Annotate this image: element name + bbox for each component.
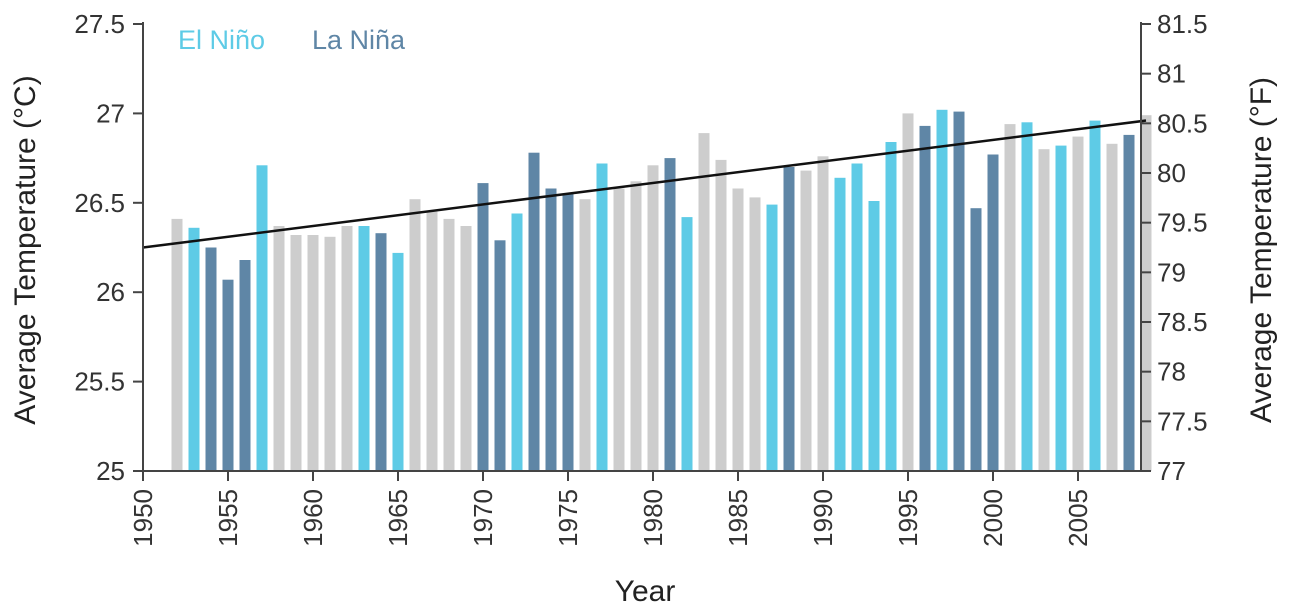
bar-1959 — [290, 235, 302, 471]
x-tick-label: 1980 — [638, 489, 668, 547]
bar-1973 — [528, 152, 540, 471]
bar-2007 — [1106, 143, 1118, 472]
bar-1976 — [579, 199, 591, 471]
x-tick-label: 1965 — [383, 489, 413, 547]
bar-1954 — [205, 247, 217, 471]
bar-2009 — [1140, 115, 1152, 471]
bar-1983 — [698, 133, 710, 471]
bar-1994 — [885, 142, 897, 471]
bar-1993 — [868, 201, 880, 471]
x-tick-label: 1960 — [298, 489, 328, 547]
bar-1985 — [732, 188, 744, 471]
bar-1975 — [562, 193, 574, 471]
axes-group — [133, 22, 1151, 481]
bar-1956 — [239, 260, 251, 471]
bar-1963 — [358, 226, 370, 471]
y-tick-label-left: 27 — [96, 98, 125, 128]
y-tick-label-left: 26 — [96, 277, 125, 307]
bar-1988 — [783, 167, 795, 471]
bar-1972 — [511, 213, 523, 471]
bar-1974 — [545, 188, 557, 471]
bar-2005 — [1072, 136, 1084, 471]
bar-1980 — [647, 165, 659, 472]
y-tick-label-left: 25.5 — [74, 367, 125, 397]
x-tick-label: 1950 — [128, 489, 158, 547]
bar-1979 — [630, 181, 642, 472]
bar-1999 — [970, 208, 982, 471]
bar-1957 — [256, 165, 268, 472]
y-tick-label-right: 78 — [1157, 357, 1186, 387]
bar-2006 — [1089, 120, 1101, 471]
y-tick-label-right: 80 — [1157, 158, 1186, 188]
y-tick-label-right: 79 — [1157, 257, 1186, 287]
bar-1964 — [375, 233, 387, 471]
x-tick-label: 1990 — [808, 489, 838, 547]
bar-1977 — [596, 163, 608, 471]
bar-1991 — [834, 177, 846, 472]
bar-2002 — [1021, 122, 1033, 472]
tick-labels-group: 25 25.5 26 26.5 27 27.5 77 77.5 78 78.5 79 79.5 80 80… — [74, 9, 1207, 547]
bar-1978 — [613, 188, 625, 471]
y-tick-label-right: 79.5 — [1157, 208, 1208, 238]
bar-2008 — [1123, 134, 1135, 471]
bars-group — [171, 109, 1152, 472]
x-tick-label: 1995 — [893, 489, 923, 547]
y-tick-label-right: 77.5 — [1157, 406, 1208, 436]
bar-2001 — [1004, 124, 1016, 471]
bar-1984 — [715, 159, 727, 471]
bar-1987 — [766, 204, 778, 471]
bar-2000 — [987, 154, 999, 471]
bar-1971 — [494, 240, 506, 471]
bar-1955 — [222, 279, 234, 471]
legend-la-nina: La Niña — [312, 25, 406, 55]
x-tick-label: 1985 — [723, 489, 753, 547]
x-tick-label: 1975 — [553, 489, 583, 547]
legend-el-nino: El Niño — [178, 25, 265, 55]
bar-1970 — [477, 183, 489, 471]
bar-1968 — [443, 218, 455, 471]
y-axis-title-left: Average Temperature (°C) — [9, 75, 42, 424]
y-tick-label-right: 78.5 — [1157, 307, 1208, 337]
x-axis-title: Year — [615, 575, 676, 608]
bar-1961 — [324, 236, 336, 471]
bar-1958 — [273, 226, 285, 471]
bar-1962 — [341, 226, 353, 471]
bar-1967 — [426, 211, 438, 471]
bar-1981 — [664, 158, 676, 471]
bar-1966 — [409, 199, 421, 471]
bar-1982 — [681, 217, 693, 471]
y-tick-label-right: 81 — [1157, 59, 1186, 89]
y-tick-label-right: 77 — [1157, 456, 1186, 486]
bar-1965 — [392, 252, 404, 471]
bar-1953 — [188, 227, 200, 471]
bar-2003 — [1038, 149, 1050, 471]
bar-1960 — [307, 235, 319, 471]
bar-1992 — [851, 163, 863, 471]
y-tick-label-left: 27.5 — [74, 9, 125, 39]
x-tick-label: 1970 — [468, 489, 498, 547]
x-tick-label: 2005 — [1063, 489, 1093, 547]
bar-1969 — [460, 226, 472, 471]
y-axis-title-right: Average Temperature (°F) — [1245, 77, 1278, 423]
y-tick-label-left: 26.5 — [74, 188, 125, 218]
bar-1998 — [953, 111, 965, 471]
y-tick-label-right: 80.5 — [1157, 108, 1208, 138]
bar-1990 — [817, 156, 829, 472]
x-tick-label: 2000 — [978, 489, 1008, 547]
bar-1995 — [902, 113, 914, 472]
bar-2004 — [1055, 145, 1067, 471]
y-tick-label-right: 81.5 — [1157, 9, 1208, 39]
x-tick-label: 1955 — [213, 489, 243, 547]
bar-1986 — [749, 197, 761, 471]
bar-1997 — [936, 109, 948, 472]
bar-1952 — [171, 218, 183, 471]
bar-1989 — [800, 170, 812, 471]
trend-line — [142, 119, 1147, 249]
y-tick-label-left: 25 — [96, 456, 125, 486]
bar-1996 — [919, 125, 931, 472]
